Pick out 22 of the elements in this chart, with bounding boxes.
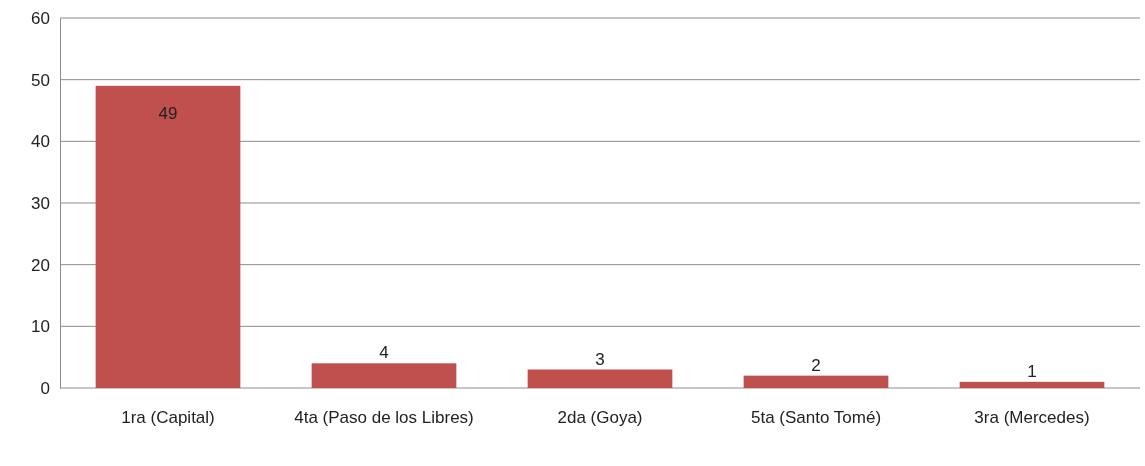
bar: [959, 381, 1105, 388]
y-tick-label: 50: [31, 70, 50, 90]
data-label: 2: [811, 355, 821, 375]
y-tick-label: 10: [31, 317, 50, 337]
data-label: 3: [595, 349, 605, 369]
y-tick-label: 30: [31, 193, 50, 213]
bar: [527, 369, 673, 388]
data-label: 49: [158, 103, 178, 123]
x-tick-label: 1ra (Capital): [121, 408, 215, 427]
x-tick-label: 3ra (Mercedes): [974, 408, 1090, 427]
x-tick-label: 5ta (Santo Tomé): [750, 408, 882, 427]
y-tick-label: 40: [31, 132, 50, 152]
y-tick-label: 0: [40, 378, 50, 398]
x-tick-label: 4ta (Paso de los Libres): [294, 408, 474, 427]
y-tick-label: 60: [31, 8, 50, 28]
bar: [311, 363, 457, 388]
x-tick-label: 2da (Goya): [557, 408, 643, 427]
y-tick-label: 20: [31, 255, 50, 275]
data-label: 4: [379, 343, 389, 363]
bar: [743, 375, 889, 388]
data-label: 1: [1027, 361, 1037, 381]
bar: [95, 85, 241, 388]
